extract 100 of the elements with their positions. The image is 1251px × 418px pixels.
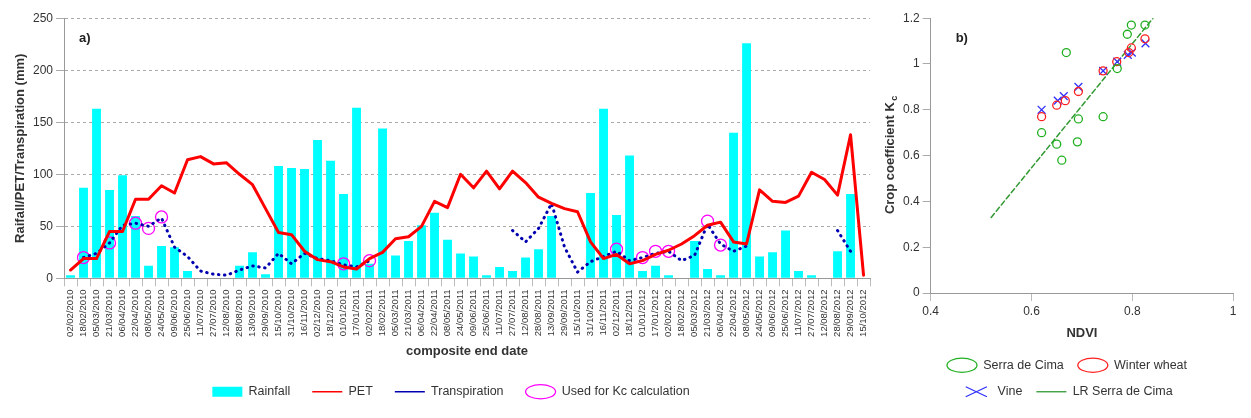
x-tick-label: 02/12/2010 [311, 289, 323, 337]
y-tick-label: 0.2 [902, 239, 920, 254]
bar [365, 263, 374, 278]
x-axis-title: NDVI [1066, 324, 1098, 340]
x-tick-label: 09/06/2010 [168, 289, 180, 337]
x-tick-label: 29/09/2012 [844, 289, 856, 337]
x-tick-label: 02/02/2012 [662, 289, 674, 337]
point [1126, 43, 1136, 53]
point [1052, 100, 1062, 110]
point [1037, 105, 1047, 115]
x-tick-label: 01/01/2011 [337, 289, 349, 337]
bar [664, 275, 673, 278]
legend-label: Rainfall [248, 384, 291, 399]
x-tick-label: 06/04/2012 [714, 289, 726, 337]
bar [755, 256, 764, 278]
x-tick-label: 01/01/2012 [636, 289, 648, 337]
bar [703, 268, 712, 278]
bar [833, 251, 842, 278]
point [1098, 112, 1108, 122]
bar [768, 252, 777, 278]
point [1059, 91, 1069, 101]
x-tick-label: 27/07/2010 [207, 289, 219, 337]
point [1061, 47, 1071, 58]
legend-label: Vine [997, 384, 1023, 399]
bar [651, 265, 660, 278]
legend-label: Winter wheat [1114, 357, 1188, 372]
x-tick-label: 29/09/2011 [558, 289, 570, 337]
point [1140, 38, 1151, 48]
bar [118, 175, 127, 278]
x-tick-label: 31/10/2010 [285, 289, 297, 337]
x-tick-label: 31/10/2011 [584, 289, 596, 337]
x-tick-label: 0.6 [1023, 303, 1041, 318]
y-tick-label: 150 [32, 114, 54, 129]
bar [131, 215, 140, 278]
bar [430, 212, 439, 278]
bar [716, 275, 725, 278]
bar [846, 194, 855, 278]
x-tick-label: 11/07/2010 [194, 289, 206, 337]
bar [443, 239, 452, 278]
y-tick-label: 0.4 [902, 193, 920, 208]
x-tick-label: 27/07/2011 [506, 289, 518, 337]
x-tick-label: 15/10/2011 [571, 289, 583, 337]
bar [612, 214, 621, 278]
bar [625, 155, 634, 278]
bar [339, 194, 348, 278]
y-tick-label: 1.2 [902, 10, 920, 25]
bar [326, 160, 335, 278]
x-tick-label: 28/08/2012 [831, 289, 843, 337]
x-tick-label: 05/03/2012 [688, 289, 700, 337]
point [1140, 20, 1150, 30]
point [1122, 29, 1132, 39]
x-tick-label: 27/07/2012 [805, 289, 817, 337]
x-tick-label: 05/03/2011 [389, 289, 401, 337]
bar [391, 255, 400, 278]
x-tick-label: 15/10/2010 [272, 289, 284, 337]
legend-label: PET [348, 384, 374, 399]
bar [79, 187, 88, 278]
bar [313, 139, 322, 278]
bar [417, 225, 426, 278]
bar [248, 252, 257, 278]
x-tick-label: 15/10/2012 [857, 289, 869, 337]
legend-label: Serra de Cima [983, 357, 1064, 372]
bar [495, 266, 504, 278]
x-tick-label: 21/03/2012 [701, 289, 713, 337]
bar [274, 165, 283, 278]
x-tick-label: 12/08/2011 [519, 289, 531, 337]
x-tick-label: 12/08/2010 [220, 289, 232, 337]
point [1060, 95, 1070, 106]
x-tick-label: 24/05/2011 [454, 289, 466, 337]
bar [794, 271, 803, 278]
bar [690, 240, 699, 278]
x-tick-label: 16/11/2011 [597, 289, 609, 336]
y-tick-label: 0.6 [902, 147, 920, 162]
x-tick-label: 28/08/2010 [233, 289, 245, 337]
x-tick-label: 17/01/2011 [350, 289, 362, 337]
x-tick-label: 16/11/2010 [298, 289, 310, 337]
bar [482, 275, 491, 278]
y-tick-label: 250 [32, 10, 54, 25]
x-tick-label: 02/12/2011 [610, 289, 622, 337]
x-tick-label: 22/04/2012 [727, 289, 739, 337]
point [1126, 20, 1136, 30]
point [1072, 137, 1083, 147]
bar [404, 240, 413, 278]
bar [66, 275, 75, 278]
x-tick-label: 06/04/2011 [415, 289, 427, 337]
x-axis-title: composite end date [405, 343, 529, 359]
bar [508, 271, 517, 278]
x-tick-label: 0.8 [1124, 303, 1142, 318]
point [1073, 114, 1084, 124]
x-tick-label: 08/05/2012 [740, 289, 752, 337]
bar [300, 169, 309, 278]
bar [534, 249, 543, 278]
bar [638, 271, 647, 278]
x-tick-label: 29/09/2010 [259, 289, 271, 337]
bar [170, 247, 179, 278]
x-tick-label: 25/06/2011 [480, 289, 492, 337]
point [1140, 34, 1150, 44]
x-tick-label: 18/02/2012 [675, 289, 687, 337]
x-tick-label: 17/01/2012 [649, 289, 661, 337]
bar [807, 275, 816, 278]
